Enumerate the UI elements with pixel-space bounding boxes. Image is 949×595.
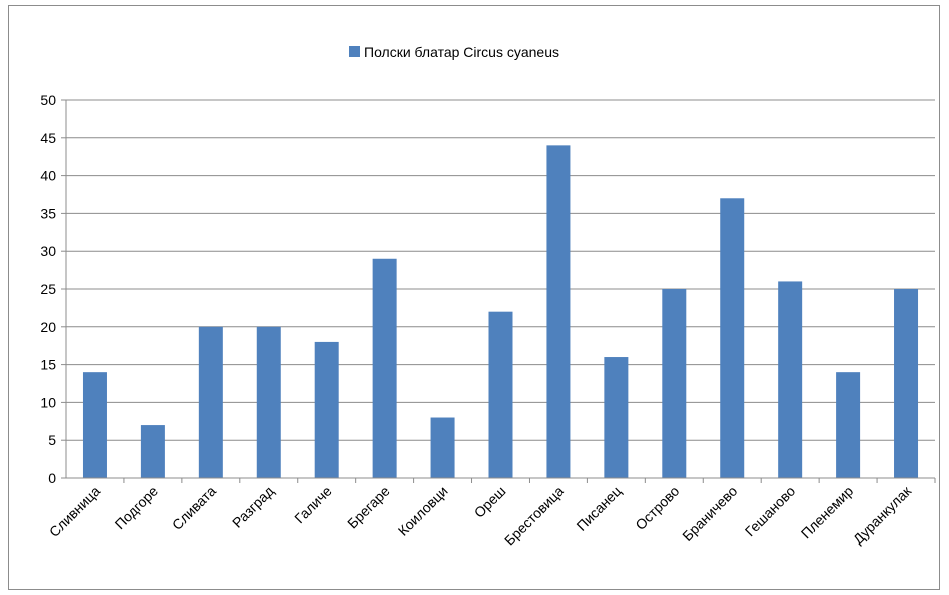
x-tick-label: Коиловци: [395, 483, 451, 539]
bar: [314, 341, 339, 478]
bar: [836, 372, 861, 478]
bar: [546, 145, 571, 479]
x-tick-label: Разград: [229, 483, 277, 531]
bar: [720, 198, 745, 478]
axes: [61, 99, 936, 483]
y-tick-label: 10: [40, 394, 56, 410]
y-tick-label: 35: [40, 205, 56, 221]
x-tick-label: Галиче: [291, 483, 335, 527]
x-tick-label: Подгоре: [112, 483, 162, 533]
bar: [488, 311, 513, 478]
bar: [82, 372, 107, 478]
x-tick-label: Браничево: [679, 483, 740, 544]
y-tick-label: 40: [40, 168, 56, 184]
y-tick-label: 5: [48, 432, 56, 448]
bar: [198, 326, 223, 478]
x-tick-label: Дуранкулак: [850, 482, 915, 547]
x-tick-labels: Сливница Подгоре Сливата Разград Галиче Брега…: [46, 482, 915, 548]
bar: [604, 357, 629, 478]
y-tick-label: 15: [40, 357, 56, 373]
bar: [256, 326, 281, 478]
x-tick-label: Пленемир: [798, 483, 857, 542]
x-tick-label: Гешаново: [742, 483, 799, 540]
bars: [82, 145, 919, 479]
bar: [140, 425, 165, 478]
y-tick-label: 30: [40, 243, 56, 259]
bar: [778, 281, 803, 478]
y-tick-label: 0: [48, 470, 56, 486]
bar: [430, 417, 455, 478]
x-tick-label: Сливница: [46, 483, 103, 540]
x-tick-label: Острово: [632, 483, 682, 533]
y-tick-label: 25: [40, 281, 56, 297]
bar: [662, 289, 687, 478]
x-tick-label: Сливата: [169, 483, 219, 533]
y-tick-label: 20: [40, 319, 56, 335]
y-tick-label: 45: [40, 130, 56, 146]
y-tick-labels: 0 5 10 15 20 25 30 35 40 45 50: [40, 92, 56, 486]
legend-swatch: [349, 46, 360, 57]
y-tick-label: 50: [40, 92, 56, 108]
x-tick-label: Брегаре: [344, 483, 393, 532]
bar: [372, 258, 397, 478]
bar: [894, 289, 919, 478]
legend: Полски блатар Circus cyaneus: [349, 44, 559, 60]
x-tick-label: Писанец: [573, 483, 624, 534]
x-tick-label: Брестовица: [501, 483, 567, 549]
x-tick-label: Ореш: [471, 483, 509, 521]
legend-label: Полски блатар Circus cyaneus: [364, 44, 559, 60]
